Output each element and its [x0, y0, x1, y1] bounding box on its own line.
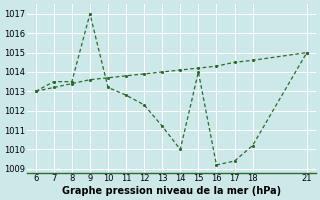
X-axis label: Graphe pression niveau de la mer (hPa): Graphe pression niveau de la mer (hPa)	[62, 186, 281, 196]
